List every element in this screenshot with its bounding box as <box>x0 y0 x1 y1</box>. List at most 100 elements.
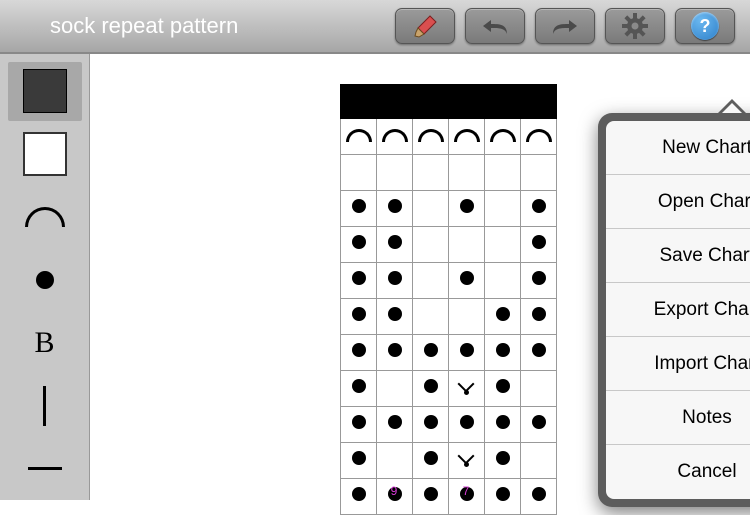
chart-cell[interactable] <box>485 443 521 479</box>
tool-dark-swatch[interactable] <box>8 62 82 121</box>
chart-cell[interactable] <box>377 263 413 299</box>
redo-icon <box>549 16 581 36</box>
column-label: 7 <box>448 484 484 498</box>
chart-cell[interactable] <box>377 443 413 479</box>
column-label <box>484 484 520 498</box>
chart-cell[interactable] <box>413 371 449 407</box>
chart-cell[interactable] <box>377 155 413 191</box>
brush-icon <box>410 14 440 38</box>
undo-button[interactable] <box>465 8 525 44</box>
chart-cell[interactable] <box>413 85 449 119</box>
chart-cell[interactable] <box>521 299 557 335</box>
chart-cell[interactable] <box>413 335 449 371</box>
chart-cell[interactable] <box>377 191 413 227</box>
chart-cell[interactable] <box>449 227 485 263</box>
menu-item-cancel[interactable]: Cancel <box>606 445 750 499</box>
letter-b-icon: B <box>34 326 54 360</box>
chart-cell[interactable] <box>521 407 557 443</box>
chart-cell[interactable] <box>377 371 413 407</box>
chart-cell[interactable] <box>341 335 377 371</box>
chart-cell[interactable] <box>449 191 485 227</box>
chart-cell[interactable] <box>521 85 557 119</box>
chart-cell[interactable] <box>485 119 521 155</box>
menu-item-open-chart[interactable]: Open Chart <box>606 175 750 229</box>
chart-cell[interactable] <box>377 227 413 263</box>
chart-cell[interactable] <box>485 227 521 263</box>
chart-cell[interactable] <box>341 299 377 335</box>
brush-button[interactable] <box>395 8 455 44</box>
chart-cell[interactable] <box>485 85 521 119</box>
chart-cell[interactable] <box>521 227 557 263</box>
chart-cell[interactable] <box>413 263 449 299</box>
chart-cell[interactable] <box>449 119 485 155</box>
chart-cell[interactable] <box>449 299 485 335</box>
chart-cell[interactable] <box>377 85 413 119</box>
chart-cell[interactable] <box>449 443 485 479</box>
column-label: 9 <box>376 484 412 498</box>
menu-item-new-chart[interactable]: New Chart <box>606 121 750 175</box>
tool-dot[interactable] <box>8 251 82 310</box>
chart-cell[interactable] <box>485 371 521 407</box>
chart-cell[interactable] <box>449 263 485 299</box>
chart-cell[interactable] <box>413 227 449 263</box>
chart-cell[interactable] <box>413 191 449 227</box>
chart-cell[interactable] <box>449 335 485 371</box>
redo-button[interactable] <box>535 8 595 44</box>
column-label <box>340 484 376 498</box>
chart-cell[interactable] <box>449 371 485 407</box>
undo-icon <box>479 16 511 36</box>
chart-cell[interactable] <box>377 407 413 443</box>
chart-cell[interactable] <box>413 443 449 479</box>
chart-cell[interactable] <box>485 191 521 227</box>
chart-cell[interactable] <box>341 191 377 227</box>
chart-cell[interactable] <box>485 263 521 299</box>
toolbar: sock repeat pattern <box>0 0 750 54</box>
chart-cell[interactable] <box>521 371 557 407</box>
chart-cell[interactable] <box>377 335 413 371</box>
chart-cell[interactable] <box>521 119 557 155</box>
help-button[interactable]: ? <box>675 8 735 44</box>
tool-horizontal-bar[interactable] <box>8 439 82 498</box>
tool-vertical-bar[interactable] <box>8 376 82 435</box>
chart-cell[interactable] <box>377 119 413 155</box>
menu-item-import-chart[interactable]: Import Chart <box>606 337 750 391</box>
chart-cell[interactable] <box>341 119 377 155</box>
chart-cell[interactable] <box>449 407 485 443</box>
chart-cell[interactable] <box>377 299 413 335</box>
light-swatch-icon <box>23 132 67 176</box>
chart-cell[interactable] <box>413 299 449 335</box>
menu-item-save-chart[interactable]: Save Chart <box>606 229 750 283</box>
chart-cell[interactable] <box>521 263 557 299</box>
chart-cell[interactable] <box>413 119 449 155</box>
chart-cell[interactable] <box>485 155 521 191</box>
tool-light-swatch[interactable] <box>8 125 82 184</box>
chart-cell[interactable] <box>413 155 449 191</box>
settings-button[interactable] <box>605 8 665 44</box>
help-icon: ? <box>691 12 719 40</box>
chart-cell[interactable] <box>449 155 485 191</box>
chart-cell[interactable] <box>485 299 521 335</box>
canvas-area[interactable]: 9 7 New ChartOpen ChartSave ChartExport C… <box>90 54 750 500</box>
chart-cell[interactable] <box>485 335 521 371</box>
tool-letter-b[interactable]: B <box>8 313 82 372</box>
popover-arrow <box>718 99 746 113</box>
chart-cell[interactable] <box>521 191 557 227</box>
chart-cell[interactable] <box>485 407 521 443</box>
chart-cell[interactable] <box>341 407 377 443</box>
chart-cell[interactable] <box>521 443 557 479</box>
tool-sidebar: B <box>0 54 90 500</box>
menu-item-export-chart[interactable]: Export Chart <box>606 283 750 337</box>
menu-item-notes[interactable]: Notes <box>606 391 750 445</box>
chart-cell[interactable] <box>413 407 449 443</box>
chart-cell[interactable] <box>449 85 485 119</box>
tool-arc[interactable] <box>8 188 82 247</box>
chart-cell[interactable] <box>341 85 377 119</box>
chart-cell[interactable] <box>521 155 557 191</box>
chart-cell[interactable] <box>341 227 377 263</box>
chart-cell[interactable] <box>341 263 377 299</box>
chart-cell[interactable] <box>521 335 557 371</box>
chart-cell[interactable] <box>341 443 377 479</box>
page-title: sock repeat pattern <box>50 13 238 39</box>
chart-cell[interactable] <box>341 371 377 407</box>
chart-cell[interactable] <box>341 155 377 191</box>
